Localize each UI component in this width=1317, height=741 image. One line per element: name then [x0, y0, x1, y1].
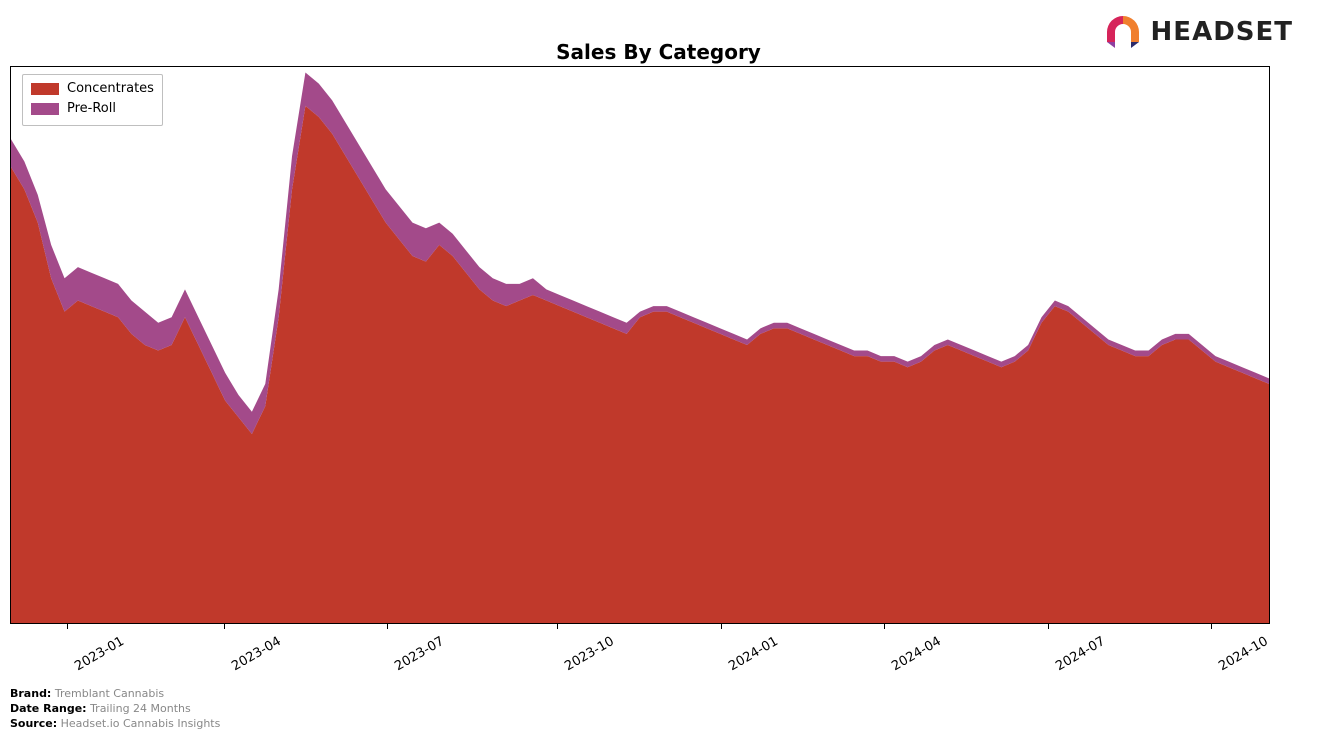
footer-daterange-line: Date Range: Trailing 24 Months [10, 701, 220, 716]
footer-brand-line: Brand: Tremblant Cannabis [10, 686, 220, 701]
footer-brand-value: Tremblant Cannabis [55, 687, 164, 700]
x-tick-label: 2024-01 [726, 634, 781, 674]
area-chart-svg [11, 67, 1269, 623]
x-tick-mark [557, 624, 558, 629]
legend-item: Pre-Roll [31, 99, 154, 119]
chart-title: Sales By Category [0, 40, 1317, 64]
footer-source-label: Source: [10, 717, 57, 730]
legend-label: Concentrates [67, 79, 154, 99]
x-tick-label: 2023-04 [229, 634, 284, 674]
legend-swatch [31, 83, 59, 95]
x-tick-mark [224, 624, 225, 629]
footer-source-value: Headset.io Cannabis Insights [61, 717, 221, 730]
chart-legend: Concentrates Pre-Roll [22, 74, 163, 126]
x-tick-mark [387, 624, 388, 629]
legend-item: Concentrates [31, 79, 154, 99]
x-tick-mark [67, 624, 68, 629]
legend-swatch [31, 103, 59, 115]
footer-daterange-value: Trailing 24 Months [90, 702, 191, 715]
footer-source-line: Source: Headset.io Cannabis Insights [10, 716, 220, 731]
footer-brand-label: Brand: [10, 687, 51, 700]
x-axis-ticks: 2023-01 2023-04 2023-07 2023-10 2024-01 2024-… [10, 624, 1270, 684]
chart-footer: Brand: Tremblant Cannabis Date Range: Tr… [10, 686, 220, 731]
chart-plot-area [10, 66, 1270, 624]
x-tick-label: 2023-10 [562, 634, 617, 674]
x-tick-mark [884, 624, 885, 629]
x-tick-label: 2024-04 [890, 634, 945, 674]
x-tick-mark [721, 624, 722, 629]
x-tick-label: 2023-01 [72, 634, 127, 674]
area-series-concentrates [11, 106, 1269, 623]
x-tick-label: 2024-07 [1053, 634, 1108, 674]
x-tick-mark [1048, 624, 1049, 629]
footer-daterange-label: Date Range: [10, 702, 87, 715]
x-tick-label: 2023-07 [393, 634, 448, 674]
x-tick-label: 2024-10 [1217, 634, 1272, 674]
legend-label: Pre-Roll [67, 99, 116, 119]
x-tick-mark [1211, 624, 1212, 629]
